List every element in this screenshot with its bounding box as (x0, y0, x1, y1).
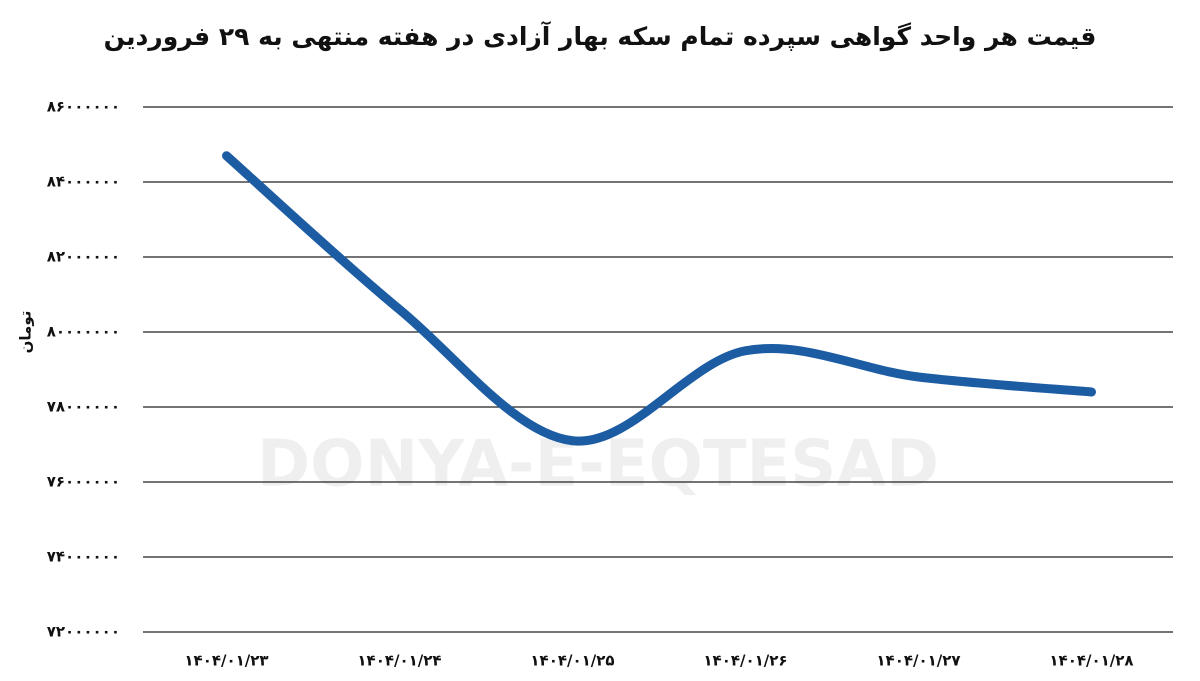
chart-title: قیمت هر واحد گواهی سپرده تمام سکه بهار آ… (104, 21, 1097, 52)
x-tick-label: ۱۴۰۴/۰۱/۲۸ (1049, 652, 1133, 670)
y-tick-label: ۷۸۰۰۰۰۰۰ (47, 398, 120, 416)
y-tick-label: ۸۲۰۰۰۰۰۰ (47, 248, 120, 266)
y-tick-label: ۸۰۰۰۰۰۰۰ (47, 323, 120, 341)
x-tick-label: ۱۴۰۴/۰۱/۲۶ (703, 652, 787, 670)
x-tick-label: ۱۴۰۴/۰۱/۲۴ (357, 652, 441, 670)
x-tick-label: ۱۴۰۴/۰۱/۲۷ (876, 652, 960, 670)
x-tick-label: ۱۴۰۴/۰۱/۲۳ (184, 652, 268, 670)
y-tick-label: ۷۴۰۰۰۰۰۰ (47, 548, 120, 566)
y-tick-label: ۸۶۰۰۰۰۰۰ (47, 98, 120, 116)
x-tick-label: ۱۴۰۴/۰۱/۲۵ (530, 652, 614, 670)
y-tick-label: ۷۲۰۰۰۰۰۰ (47, 623, 120, 641)
y-axis-label: تومان (17, 311, 35, 354)
line (222, 151, 1096, 446)
y-tick-label: ۸۴۰۰۰۰۰۰ (47, 173, 120, 191)
y-tick-label: ۷۶۰۰۰۰۰۰ (47, 473, 120, 491)
